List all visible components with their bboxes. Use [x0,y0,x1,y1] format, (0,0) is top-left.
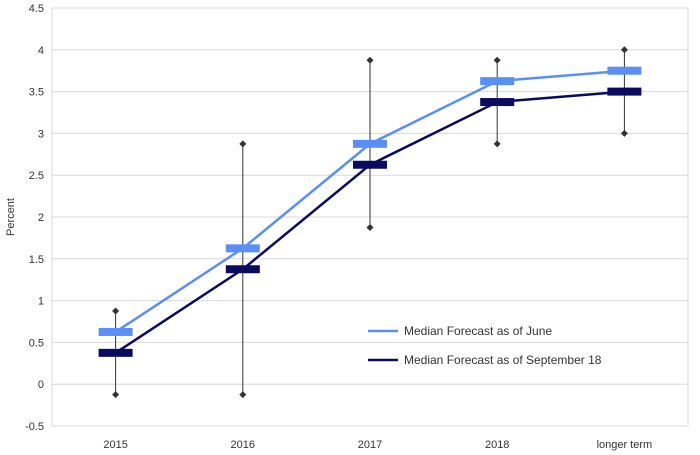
range-low-marker [239,391,247,399]
x-tick-labels: 2015 2016 2017 2018 longer term [103,439,652,451]
series-lines [98,66,642,357]
range-low-marker [620,129,628,137]
y-axis-title: Percent [5,198,17,236]
median-marker [225,244,260,253]
x-tick-label: longer term [597,439,653,451]
median-marker [225,265,260,274]
median-marker [607,87,642,96]
range-high-marker [620,46,628,54]
y-tick-label: 2 [38,212,44,224]
range-high-marker [239,140,247,148]
x-tick-label: 2015 [103,439,127,451]
median-marker [480,77,515,86]
median-marker [607,66,642,75]
range-high-marker [366,56,374,64]
legend-label: Median Forecast as of September 18 [404,353,602,367]
y-tick-labels: -0.5 0 0.5 1 1.5 2 2.5 3 3.5 4 4.5 [25,3,44,433]
y-tick-label: 4 [38,45,44,57]
y-tick-label: 0.5 [29,337,44,349]
y-tick-label: 3.5 [29,87,44,99]
range-high-marker [112,307,120,315]
range-low-marker [366,223,374,231]
median-marker [98,327,133,336]
range-whiskers [112,46,628,399]
y-tick-label: 1 [38,296,44,308]
median-marker [353,139,387,148]
legend: Median Forecast as of June Median Forecas… [368,324,602,367]
x-tick-label: 2018 [485,439,509,451]
y-tick-label: -0.5 [25,421,44,433]
median-marker [480,98,515,107]
median-marker [98,348,133,357]
y-tick-label: 1.5 [29,254,44,266]
range-high-marker [493,56,501,64]
y-tick-label: 2.5 [29,170,44,182]
x-tick-label: 2016 [231,439,255,451]
range-low-marker [112,391,120,399]
x-tick-label: 2017 [358,439,382,451]
range-low-marker [493,140,501,148]
y-tick-label: 4.5 [29,3,44,15]
y-tick-label: 3 [38,128,44,140]
legend-label: Median Forecast as of June [404,324,552,338]
y-tick-label: 0 [38,379,44,391]
median-marker [353,160,387,169]
